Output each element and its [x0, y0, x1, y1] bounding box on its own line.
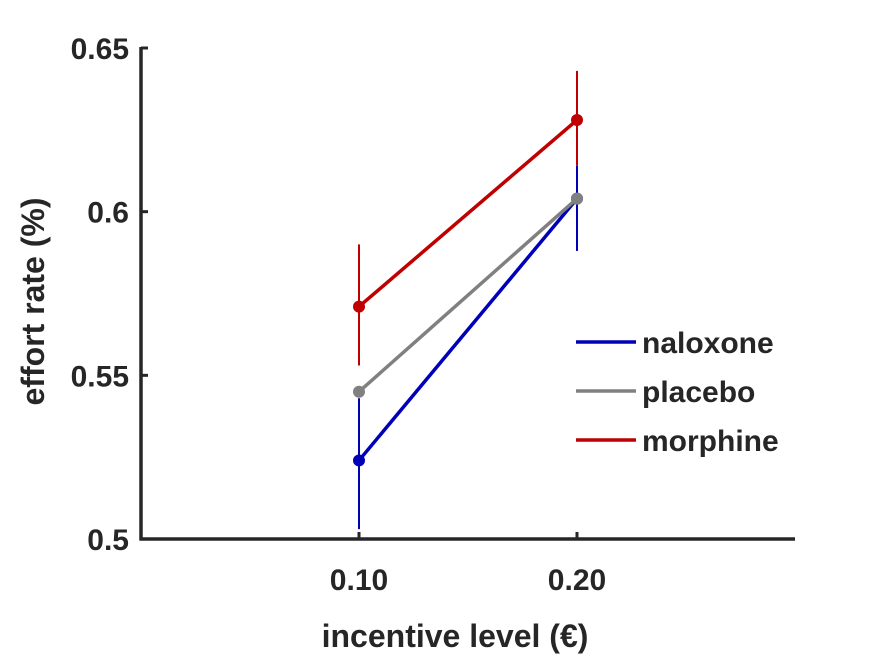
legend-label-placebo: placebo — [642, 376, 755, 409]
series-line — [357, 197, 579, 394]
series-layer — [353, 70, 583, 530]
y-tick-label: 0.55 — [71, 360, 129, 393]
y-ticks: 0.5 0.55 0.6 0.65 — [71, 33, 148, 557]
data-point — [353, 454, 365, 467]
x-tick-label: 0.20 — [548, 564, 606, 597]
y-tick-label: 0.6 — [87, 197, 129, 230]
legend: naloxone placebo morphine — [576, 327, 779, 458]
axes: 0.5 0.55 0.6 0.65 0.10 0.20 — [71, 33, 795, 597]
y-tick-label: 0.65 — [71, 33, 129, 66]
series-morphine — [353, 70, 583, 366]
series-line — [357, 118, 579, 308]
x-tick-label: 0.10 — [330, 564, 388, 597]
series-naloxone — [353, 165, 583, 530]
data-point — [571, 192, 583, 205]
legend-label-morphine: morphine — [642, 425, 779, 458]
series-line — [357, 197, 579, 462]
y-axis-title: effort rate (%) — [15, 197, 51, 405]
data-point — [353, 300, 365, 313]
data-point — [353, 385, 365, 398]
x-axis-title: incentive level (€) — [322, 618, 589, 654]
y-tick-label: 0.5 — [87, 524, 129, 557]
data-point — [571, 114, 583, 127]
legend-label-naloxone: naloxone — [642, 327, 774, 360]
x-ticks: 0.10 0.20 — [330, 532, 606, 597]
series-placebo — [353, 192, 583, 398]
